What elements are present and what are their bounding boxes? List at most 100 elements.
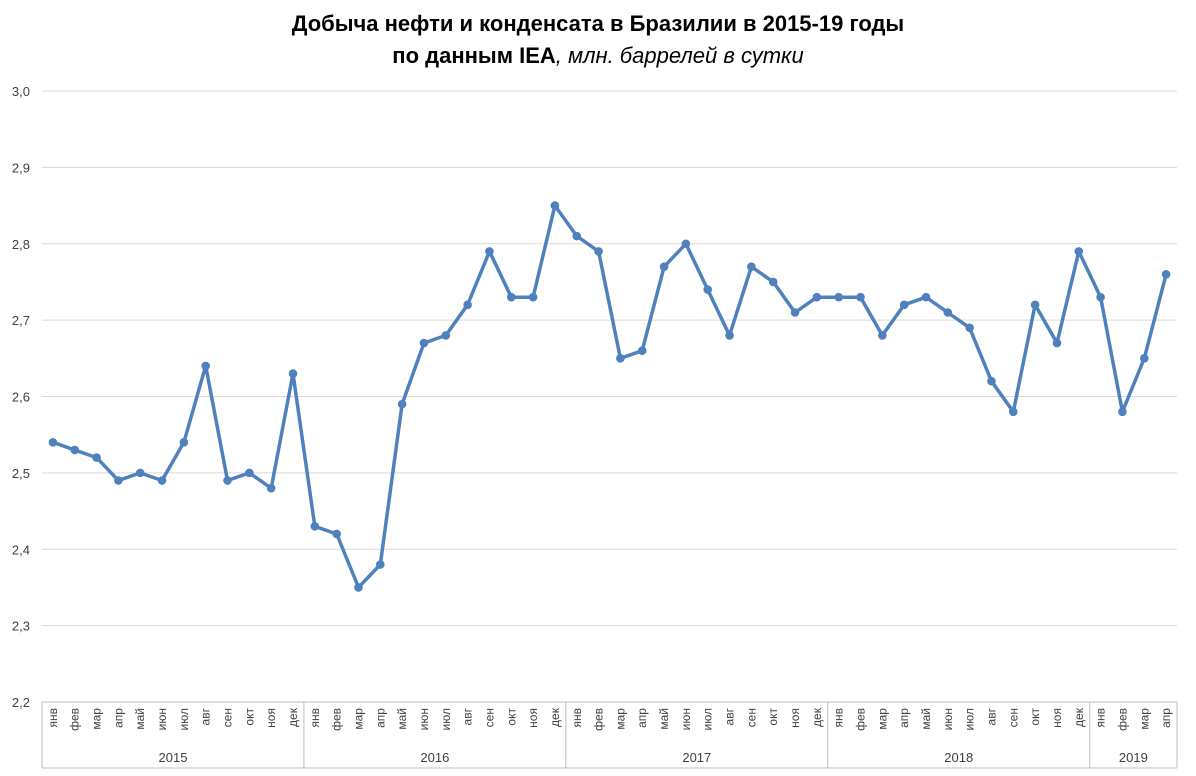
data-point [725,331,734,340]
data-point [288,369,298,378]
year-label: 2017 [682,750,711,765]
data-point [1161,270,1171,279]
x-tick-label: дек [810,707,824,727]
x-tick-label: июн [941,708,955,730]
data-point [528,292,538,302]
x-tick-label: мар [351,708,365,730]
data-point [987,376,996,386]
data-point [812,292,822,302]
x-tick-label: авг [199,707,213,725]
data-point [943,308,953,317]
data-point [114,476,123,485]
data-point [899,300,909,310]
data-point [157,476,167,485]
data-point [594,247,603,256]
data-point [485,247,494,256]
data-point [1030,300,1040,310]
x-tick-label: ноя [1050,708,1064,728]
x-tick-label: апр [373,708,387,728]
y-tick-label: 2,8 [12,237,30,252]
chart-title-block: Добыча нефти и конденсата в Бразилии в 2… [0,8,1196,72]
x-tick-label: апр [1159,708,1173,728]
data-point [790,308,800,317]
x-tick-label: апр [635,708,649,728]
data-point [616,354,625,363]
x-tick-label: янв [832,708,846,728]
x-tick-label: авг [723,707,737,725]
data-point [1052,338,1062,348]
data-point [266,483,276,493]
data-point [1008,407,1018,417]
x-tick-label: ноя [526,708,540,728]
data-point [70,445,80,455]
x-tick-label: июн [679,708,693,730]
data-point [878,331,887,340]
data-point [1074,247,1084,256]
series-line [51,203,1168,590]
x-tick-label: авг [461,707,475,725]
data-point [135,468,145,478]
y-tick-label: 2,9 [12,160,30,175]
x-tick-label: янв [46,708,60,728]
x-tick-label: окт [1028,708,1042,726]
data-point [201,361,211,371]
y-tick-label: 3,0 [12,84,30,99]
x-tick-label: сен [482,708,496,727]
x-tick-label: сен [221,708,235,727]
x-tick-label: фев [1115,708,1129,731]
x-tick-label: май [133,708,147,730]
y-tick-label: 2,5 [12,466,30,481]
y-axis: 2,2 2,3 2,4 2,5 2,6 2,7 2,8 2,9 3,0 [12,84,30,710]
y-tick-label: 2,2 [12,695,30,710]
x-tick-label: июн [417,708,431,730]
y-tick-label: 2,7 [12,313,30,328]
x-tick-label: дек [548,707,562,727]
x-tick-label: фев [330,708,344,731]
data-point [921,292,931,302]
x-tick-label: апр [111,708,125,728]
x-tick-label: фев [854,708,868,731]
data-point [332,529,341,539]
data-point [550,201,560,210]
year-label: 2015 [159,750,188,765]
data-point [310,522,320,531]
x-tick-label: мар [613,708,627,730]
data-point [856,292,865,302]
x-tick-label: сен [744,708,758,727]
data-point [506,292,516,302]
data-point [659,262,669,271]
x-tick-label: янв [308,708,322,728]
x-tick-label: фев [592,708,606,731]
x-tick-label: дек [1072,707,1086,727]
x-tick-label: окт [766,708,780,726]
x-tick-label: июл [963,708,977,730]
x-tick-label: ноя [264,708,278,728]
chart-subtitle-units: , млн. баррелей в сутки [555,43,804,68]
x-tick-label: мар [90,708,104,730]
data-point [441,331,451,340]
x-tick-label: июл [701,708,715,730]
chart-subtitle: по данным IEA, млн. баррелей в сутки [392,43,803,68]
x-tick-label: мар [875,708,889,730]
x-tick-label: июл [439,708,453,730]
x-tick-label: май [919,708,933,730]
series-production [48,201,1171,592]
x-tick-label: сен [1006,708,1020,727]
data-point [1139,354,1149,363]
data-point [92,453,101,462]
x-tick-label: окт [504,708,518,726]
data-point [419,338,429,348]
x-tick-label: дек [286,707,300,727]
x-tick-label: май [657,708,671,730]
x-tick-label: май [395,708,409,730]
data-point [703,285,713,294]
data-point [179,438,189,447]
data-point [572,231,582,241]
x-tick-label: ноя [788,708,802,728]
data-point [245,468,254,478]
data-point [1118,407,1127,417]
y-tick-label: 2,3 [12,619,30,634]
x-tick-label: апр [897,708,911,728]
